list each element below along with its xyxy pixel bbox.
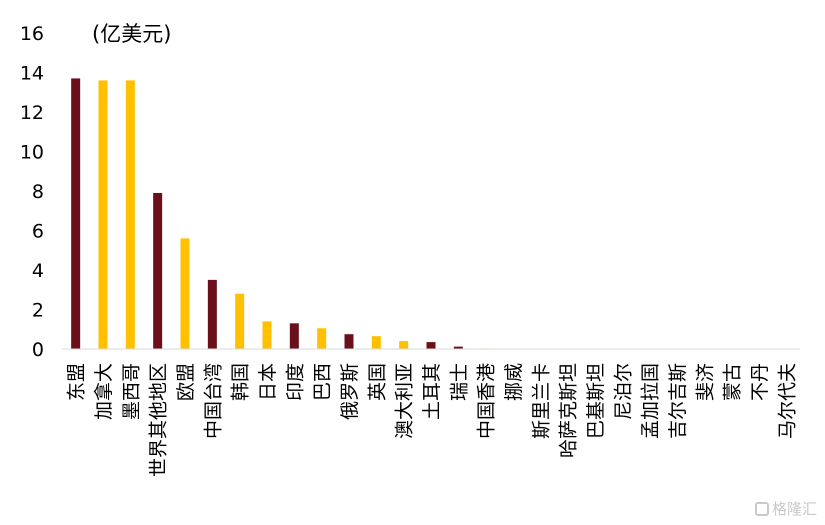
bar <box>317 328 327 349</box>
bar <box>399 341 409 349</box>
x-tick-label: 孟加拉国 <box>640 363 662 439</box>
y-tick-label: 8 <box>32 181 44 203</box>
x-tick-label: 英国 <box>366 363 388 401</box>
bar <box>125 80 135 350</box>
y-tick-label: 4 <box>32 260 44 282</box>
bar <box>71 78 81 350</box>
bar <box>235 293 245 349</box>
bar <box>98 80 108 350</box>
x-tick-label: 俄罗斯 <box>339 363 361 420</box>
y-tick-label: 16 <box>20 23 44 45</box>
x-tick-label: 斯里兰卡 <box>530 363 552 439</box>
y-tick-label: 10 <box>20 142 44 164</box>
x-tick-label: 日本 <box>257 363 279 401</box>
y-tick-label: 6 <box>32 221 44 243</box>
x-tick-label: 中国香港 <box>476 363 498 439</box>
watermark-logo-icon <box>754 501 769 516</box>
unit-label: (亿美元) <box>92 22 172 46</box>
x-tick-label: 瑞士 <box>448 363 470 401</box>
x-tick-label: 墨西哥 <box>120 363 142 420</box>
x-tick-label: 挪威 <box>503 363 525 401</box>
x-tick-label: 斐济 <box>694 363 716 401</box>
x-tick-label: 土耳其 <box>421 363 443 420</box>
x-tick-label: 世界其他地区 <box>148 363 170 477</box>
bar <box>262 321 272 349</box>
y-tick-label: 0 <box>32 339 44 361</box>
bar <box>426 342 436 349</box>
x-tick-label: 吉尔吉斯 <box>667 363 689 439</box>
x-tick-label: 韩国 <box>230 363 252 401</box>
bar <box>344 334 354 349</box>
y-tick-label: 12 <box>20 102 44 124</box>
x-tick-label: 加拿大 <box>92 363 115 420</box>
bar <box>207 279 217 349</box>
x-tick-label: 澳大利亚 <box>394 363 416 439</box>
bar <box>371 336 381 349</box>
x-tick-label: 蒙古 <box>722 363 744 401</box>
x-tick-label: 印度 <box>284 363 306 401</box>
x-tick-label: 东盟 <box>66 363 88 401</box>
y-tick-label: 2 <box>32 300 44 322</box>
x-tick-label: 尼泊尔 <box>612 363 634 420</box>
watermark-text: 格隆汇 <box>771 500 817 518</box>
bar <box>153 192 163 349</box>
bar <box>453 346 463 349</box>
x-tick-label: 欧盟 <box>175 363 197 401</box>
watermark: 格隆汇 <box>754 498 817 519</box>
bar <box>180 238 190 349</box>
x-tick-label: 不丹 <box>749 363 771 401</box>
x-tick-label: 哈萨克斯坦 <box>558 363 580 458</box>
x-tick-label: 巴基斯坦 <box>585 363 607 439</box>
x-tick-label: 巴西 <box>312 363 334 401</box>
bar <box>289 323 299 349</box>
x-tick-label: 马尔代夫 <box>776 363 798 439</box>
y-tick-label: 14 <box>20 63 44 85</box>
x-tick-label: 中国台湾 <box>202 363 224 439</box>
